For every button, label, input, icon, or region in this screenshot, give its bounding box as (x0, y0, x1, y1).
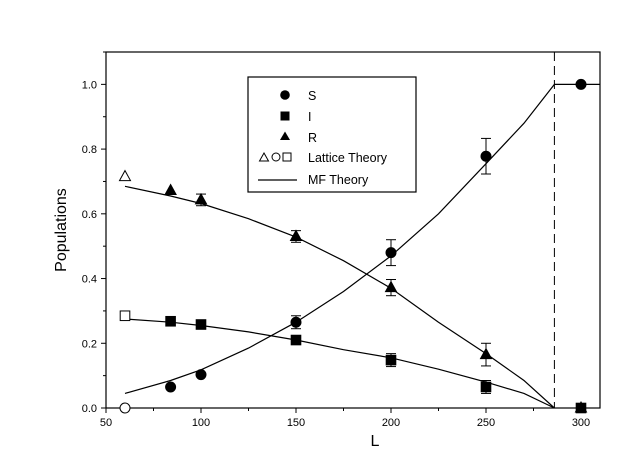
data-point-r (574, 400, 588, 413)
legend-mf-label: MF Theory (308, 173, 369, 187)
plot-layer: 50 100 150 200 250 300 0.0 0.2 0.4 0.6 0.8 1.0 L Popu… (53, 51, 601, 450)
y-tick-label: 0.6 (82, 209, 97, 221)
y-axis-title: Populations (53, 188, 70, 272)
x-tick-label: 300 (572, 417, 590, 429)
legend-box (247, 76, 417, 193)
data-point-i (385, 354, 397, 366)
legend-i-label: I (308, 110, 311, 124)
y-tick-label: 1.0 (82, 79, 97, 91)
data-point-s (290, 316, 302, 328)
data-point-i (195, 319, 207, 330)
x-axis-title: L (371, 433, 380, 450)
legend-s-marker (280, 90, 290, 100)
data-point-s (165, 381, 177, 393)
data-point-r (479, 347, 493, 360)
data-point-s (575, 78, 587, 90)
mf-theory-curve (124, 83, 600, 394)
data-point-r (194, 192, 208, 205)
data-point-r (384, 280, 398, 293)
data-point-i (290, 334, 302, 346)
x-tick-label: 150 (287, 417, 305, 429)
legend-item-mf: MF Theory (258, 173, 369, 187)
data-point-i (480, 381, 492, 393)
x-tick-label: 200 (382, 417, 400, 429)
x-tick-label: 50 (100, 417, 112, 429)
y-tick-label: 0.4 (82, 274, 97, 286)
legend-lattice-circle-marker (271, 152, 281, 162)
y-tick-label: 0.8 (82, 144, 97, 156)
legend: S I R Lattice Theory MF Theory (247, 76, 417, 193)
legend-item-i: I (280, 110, 311, 124)
legend-lattice-label: Lattice Theory (308, 151, 388, 165)
x-tick-label: 250 (477, 417, 495, 429)
x-tick-label: 100 (192, 417, 210, 429)
data-point-r (289, 229, 303, 241)
data-point-s (480, 150, 492, 162)
legend-s-label: S (308, 89, 316, 103)
mf-theory-curve (124, 318, 555, 409)
y-tick-label: 0.2 (82, 338, 97, 350)
legend-r-marker (280, 131, 290, 140)
legend-item-s: S (280, 89, 316, 103)
legend-item-lattice: Lattice Theory (258, 151, 388, 165)
legend-item-r: R (280, 131, 317, 145)
data-point-s (385, 247, 397, 259)
plot-frame (105, 51, 601, 409)
data-point-i (165, 315, 176, 327)
legend-lattice-square-marker (282, 152, 292, 162)
lattice-point-circle (119, 402, 131, 414)
y-tick-label: 0.0 (82, 403, 97, 415)
mf-theory-curve (124, 185, 555, 409)
legend-r-label: R (308, 131, 317, 145)
lattice-point-square (119, 310, 131, 322)
data-point-s (195, 369, 207, 381)
legend-lattice-triangle-marker (258, 151, 270, 162)
data-point-r (164, 183, 177, 196)
legend-i-marker (280, 111, 290, 121)
lattice-point-triangle (118, 169, 132, 182)
